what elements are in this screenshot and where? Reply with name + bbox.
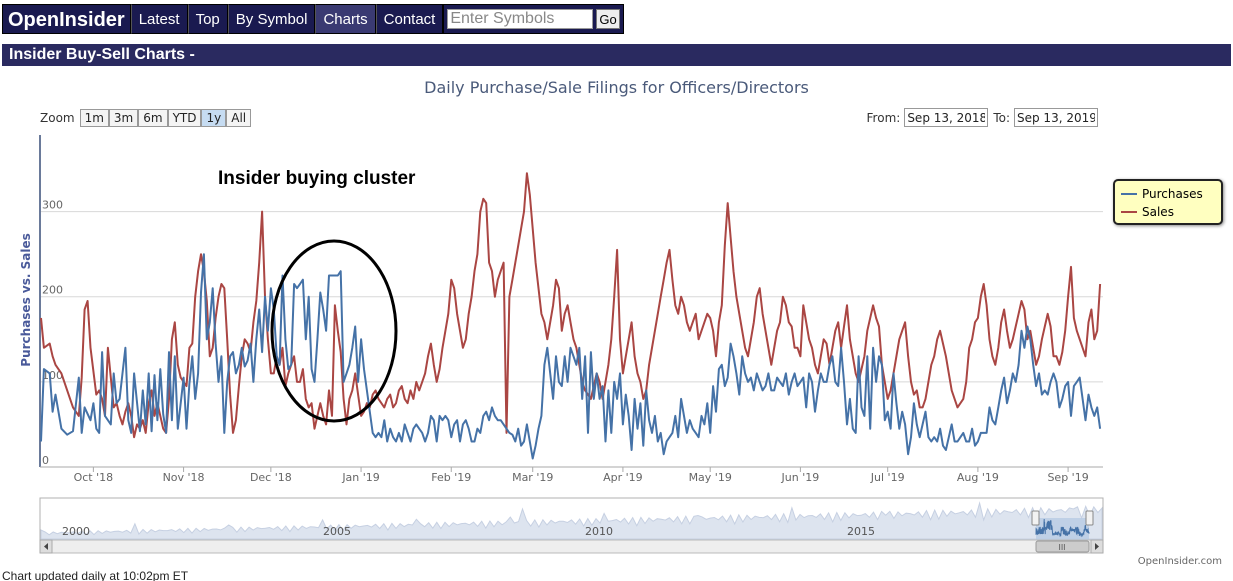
x-tick-label: Sep '19 <box>1047 471 1088 484</box>
sales-swatch <box>1121 211 1137 213</box>
navigator-year-label: 2010 <box>585 525 613 538</box>
zoom-ytd-button[interactable]: YTD <box>167 109 202 127</box>
x-tick-label: Dec '18 <box>250 471 292 484</box>
footer-note: Chart updated daily at 10:02pm ET <box>2 569 189 581</box>
x-tick-label: May '19 <box>689 471 732 484</box>
zoom-controls: Zoom 1m 3m 6m YTD 1y All <box>40 109 252 127</box>
legend-item-sales[interactable]: Sales <box>1121 203 1215 221</box>
x-tick-label: Feb '19 <box>431 471 471 484</box>
chart-legend: Purchases Sales <box>1113 179 1223 225</box>
navigator-year-label: 2005 <box>323 525 351 538</box>
navigator-year-label: 2000 <box>62 525 90 538</box>
purchases-swatch <box>1121 193 1137 195</box>
y-tick-label: 200 <box>42 284 63 297</box>
nav-latest[interactable]: Latest <box>130 4 188 34</box>
date-range: From: To: <box>867 108 1103 127</box>
scroll-left-arrow-icon <box>44 543 48 550</box>
nav-contact[interactable]: Contact <box>375 4 444 34</box>
chart-credit[interactable]: OpenInsider.com <box>1137 556 1222 567</box>
scrollbar-thumb[interactable] <box>1035 540 1090 553</box>
series-line-purchases[interactable] <box>40 253 1102 460</box>
scroll-right-arrow-icon <box>1095 543 1099 550</box>
x-tick-label: Oct '18 <box>74 471 114 484</box>
y-tick-label: 0 <box>42 454 49 467</box>
nav-by-symbol[interactable]: By Symbol <box>227 4 316 34</box>
zoom-3m-button[interactable]: 3m <box>108 109 139 127</box>
x-tick-label: Jun '19 <box>781 471 820 484</box>
site-logo[interactable]: OpenInsider <box>2 4 131 34</box>
x-tick-label: Jul '19 <box>870 471 905 484</box>
navigator-year-labels: 2000 2005 2010 2015 <box>62 525 875 538</box>
chart-title: Daily Purchase/Sale Filings for Officers… <box>424 78 809 97</box>
section-title: Insider Buy-Sell Charts - <box>2 44 1231 66</box>
to-date-input[interactable] <box>1014 108 1098 127</box>
zoom-1y-button[interactable]: 1y <box>201 109 227 127</box>
x-tick-label: Nov '18 <box>163 471 205 484</box>
symbol-search: Go <box>443 4 624 34</box>
top-nav: OpenInsider Latest Top By Symbol Charts … <box>2 4 624 34</box>
from-date-input[interactable] <box>904 108 989 127</box>
navigator-left-handle[interactable] <box>1031 510 1040 526</box>
navigator-scrollbar[interactable] <box>39 539 1104 554</box>
legend-label-sales: Sales <box>1142 205 1174 219</box>
x-tick-label: Apr '19 <box>603 471 643 484</box>
zoom-label: Zoom <box>40 111 75 125</box>
go-button[interactable]: Go <box>596 9 620 29</box>
symbol-search-input[interactable] <box>447 9 594 29</box>
navigator-right-handle[interactable] <box>1085 510 1094 526</box>
navigator-selected-line <box>1035 518 1090 538</box>
legend-item-purchases[interactable]: Purchases <box>1121 185 1215 203</box>
cluster-annotation-text: Insider buying cluster <box>218 168 416 189</box>
nav-top[interactable]: Top <box>187 4 228 34</box>
navigator-history-area <box>40 501 1103 540</box>
y-axis-title: Purchases vs. Sales <box>19 233 33 366</box>
from-label: From: <box>866 110 901 125</box>
y-tick-label: 300 <box>42 199 63 212</box>
legend-label-purchases: Purchases <box>1142 187 1203 201</box>
series-layer <box>40 172 1102 460</box>
navigator: III 2000 2005 2010 2015 <box>39 497 1104 554</box>
zoom-all-button[interactable]: All <box>226 109 252 127</box>
zoom-6m-button[interactable]: 6m <box>138 109 168 127</box>
to-label: To: <box>993 110 1010 125</box>
x-tick-label: Mar '19 <box>512 471 553 484</box>
nav-charts[interactable]: Charts <box>315 4 376 34</box>
x-tick-label: Aug '19 <box>957 471 999 484</box>
navigator-year-label: 2015 <box>847 525 875 538</box>
x-tick-label: Jan '19 <box>341 471 379 484</box>
zoom-1m-button[interactable]: 1m <box>79 109 109 127</box>
cluster-annotation-ellipse <box>270 239 398 423</box>
scrollbar-grip-icon: III <box>1058 543 1065 552</box>
